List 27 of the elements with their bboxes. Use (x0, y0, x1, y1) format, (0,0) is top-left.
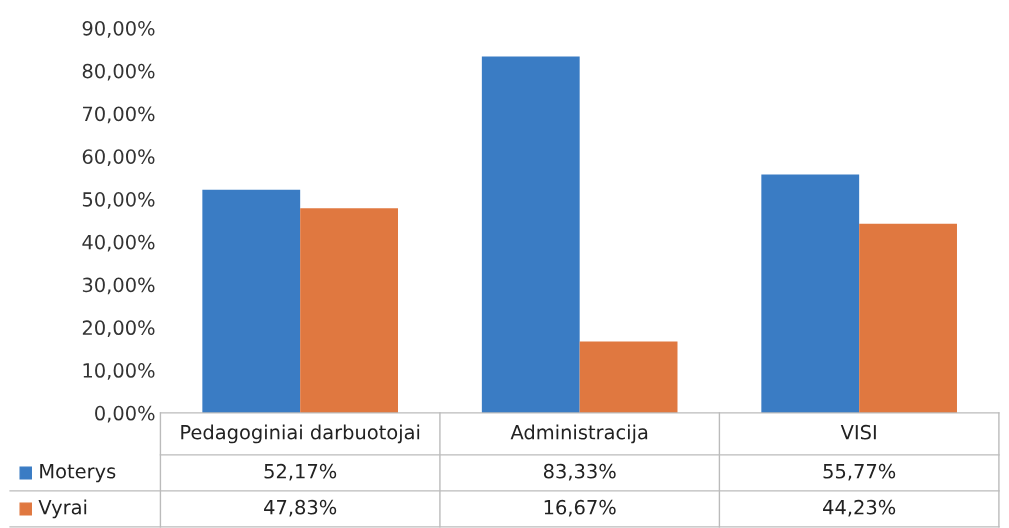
bar (481, 56, 580, 413)
data-label: 83,33% (543, 463, 616, 481)
bar (859, 223, 957, 413)
y-tick-label: 90,00% (82, 20, 155, 38)
bar (202, 189, 301, 413)
legend-label: Moterys (40, 464, 116, 483)
data-label: 52,17% (264, 463, 337, 481)
x-tick-label: VISI (840, 424, 876, 440)
y-tick-label: 30,00% (82, 277, 155, 295)
data-label: 16,67% (544, 499, 616, 517)
y-tick-label: 20,00% (82, 320, 155, 338)
y-tick-label: 10,00% (83, 363, 155, 380)
bar (761, 174, 860, 413)
y-tick-label: 50,00% (82, 192, 155, 209)
y-tick-label: 40,00% (82, 234, 155, 252)
y-tick-label: 70,00% (83, 106, 155, 124)
y-tick-label: 80,00% (82, 63, 155, 81)
bar (579, 341, 678, 413)
bar (300, 208, 398, 413)
data-label: 55,77% (823, 463, 896, 481)
x-tick-label: Pedagoginiai darbuotojai (181, 424, 420, 444)
y-tick-label: 60,00% (82, 149, 155, 166)
x-tick-label: Administracija (510, 424, 648, 444)
data-label: 47,83% (264, 499, 337, 517)
y-tick-label: 0,00% (95, 405, 155, 423)
legend-label: Vyrai (38, 499, 87, 519)
data-label: 44,23% (823, 499, 896, 517)
